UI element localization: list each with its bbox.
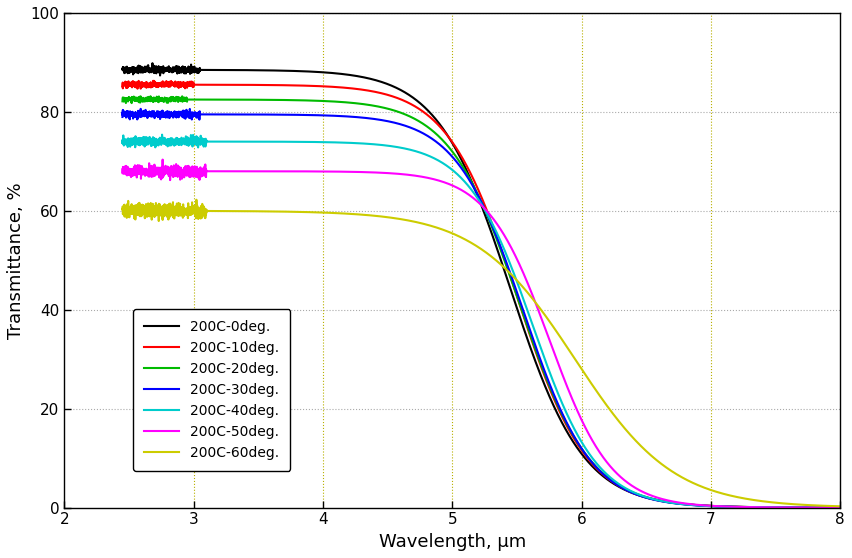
200C-60deg. — [708, 487, 718, 494]
200C-10deg. — [548, 393, 558, 400]
Legend: 200C-0deg., 200C-10deg., 200C-20deg., 200C-30deg., 200C-40deg., 200C-50deg., 200: 200C-0deg., 200C-10deg., 200C-20deg., 20… — [133, 309, 291, 471]
200C-40deg. — [392, 143, 402, 150]
200C-60deg. — [653, 458, 664, 465]
200C-50deg. — [158, 156, 168, 163]
Line: 200C-0deg.: 200C-0deg. — [123, 63, 840, 508]
Line: 200C-50deg.: 200C-50deg. — [123, 160, 840, 508]
200C-50deg. — [118, 166, 128, 172]
200C-20deg. — [248, 97, 258, 103]
X-axis label: Wavelength, μm: Wavelength, μm — [378, 533, 526, 551]
Line: 200C-60deg.: 200C-60deg. — [123, 200, 840, 506]
200C-30deg. — [653, 497, 664, 504]
200C-30deg. — [835, 504, 845, 511]
200C-40deg. — [118, 140, 128, 146]
200C-10deg. — [584, 457, 595, 464]
200C-10deg. — [835, 504, 845, 511]
200C-0deg. — [248, 67, 258, 74]
200C-40deg. — [653, 497, 664, 504]
200C-60deg. — [548, 323, 558, 330]
200C-60deg. — [248, 208, 258, 215]
200C-0deg. — [835, 504, 845, 511]
200C-10deg. — [392, 94, 402, 101]
200C-0deg. — [118, 66, 128, 73]
200C-30deg. — [135, 105, 146, 112]
200C-40deg. — [248, 138, 258, 145]
200C-20deg. — [835, 504, 845, 511]
200C-40deg. — [835, 504, 845, 511]
200C-40deg. — [548, 378, 558, 384]
200C-10deg. — [653, 497, 664, 504]
200C-60deg. — [191, 196, 201, 203]
200C-30deg. — [118, 114, 128, 121]
200C-0deg. — [653, 497, 664, 504]
200C-30deg. — [708, 503, 718, 509]
200C-0deg. — [392, 85, 402, 92]
200C-10deg. — [248, 81, 258, 88]
Line: 200C-20deg.: 200C-20deg. — [123, 97, 840, 508]
200C-60deg. — [392, 215, 402, 222]
200C-10deg. — [118, 83, 128, 90]
200C-60deg. — [584, 377, 595, 384]
200C-0deg. — [548, 401, 558, 408]
200C-40deg. — [584, 451, 595, 458]
200C-50deg. — [548, 347, 558, 353]
200C-30deg. — [548, 389, 558, 396]
200C-0deg. — [584, 460, 595, 466]
Line: 200C-30deg.: 200C-30deg. — [123, 109, 840, 508]
200C-20deg. — [708, 503, 718, 509]
200C-50deg. — [248, 168, 258, 175]
200C-40deg. — [157, 131, 167, 138]
200C-0deg. — [147, 60, 158, 66]
200C-30deg. — [392, 120, 402, 127]
200C-30deg. — [584, 456, 595, 463]
Line: 200C-10deg.: 200C-10deg. — [123, 81, 840, 508]
200C-20deg. — [548, 391, 558, 398]
200C-20deg. — [118, 98, 128, 105]
200C-50deg. — [835, 504, 845, 511]
200C-50deg. — [584, 432, 595, 439]
200C-20deg. — [392, 108, 402, 115]
200C-60deg. — [835, 503, 845, 509]
Y-axis label: Transmittance, %: Transmittance, % — [7, 182, 25, 339]
200C-20deg. — [177, 93, 187, 100]
200C-50deg. — [708, 503, 718, 509]
Line: 200C-40deg.: 200C-40deg. — [123, 134, 840, 508]
200C-60deg. — [118, 206, 128, 213]
200C-10deg. — [148, 78, 158, 84]
200C-50deg. — [653, 494, 664, 501]
200C-40deg. — [708, 503, 718, 509]
200C-20deg. — [653, 497, 664, 503]
200C-20deg. — [584, 456, 595, 463]
200C-10deg. — [708, 503, 718, 509]
200C-50deg. — [392, 170, 402, 177]
200C-0deg. — [708, 503, 718, 509]
200C-30deg. — [248, 111, 258, 118]
